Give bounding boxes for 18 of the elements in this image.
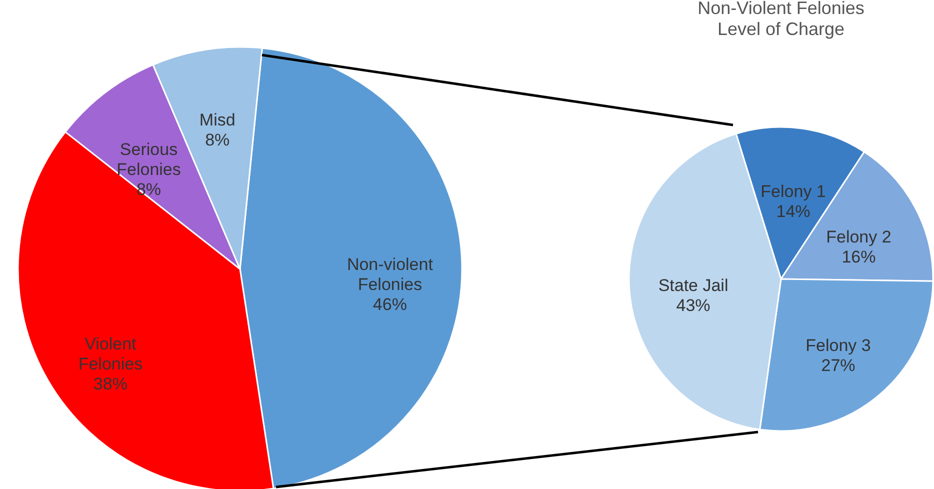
slice-label: Violent Felonies bbox=[78, 334, 143, 374]
data-label: 16% bbox=[842, 248, 876, 267]
slice-label: Non-violent Felonies bbox=[346, 255, 434, 294]
slice-label: Felony 1 bbox=[760, 182, 826, 201]
slice-label: State Jail bbox=[658, 276, 728, 296]
chart-title: Non-Violent Felonies bbox=[698, 0, 864, 18]
slice-label: Misd bbox=[199, 110, 236, 130]
chart-subtitle: Level of Charge bbox=[717, 19, 845, 39]
slice-label: Felony 2 bbox=[826, 228, 892, 247]
slice-label: Felony 3 bbox=[806, 336, 871, 355]
data-label: 46% bbox=[372, 295, 407, 314]
slice-label: Serious Felonies bbox=[116, 140, 181, 179]
data-label: 8% bbox=[136, 180, 162, 199]
data-label: 43% bbox=[676, 296, 710, 316]
data-label: 27% bbox=[821, 356, 856, 375]
data-label: 14% bbox=[776, 202, 810, 221]
data-label: 38% bbox=[93, 374, 128, 394]
data-label: 8% bbox=[205, 130, 230, 150]
